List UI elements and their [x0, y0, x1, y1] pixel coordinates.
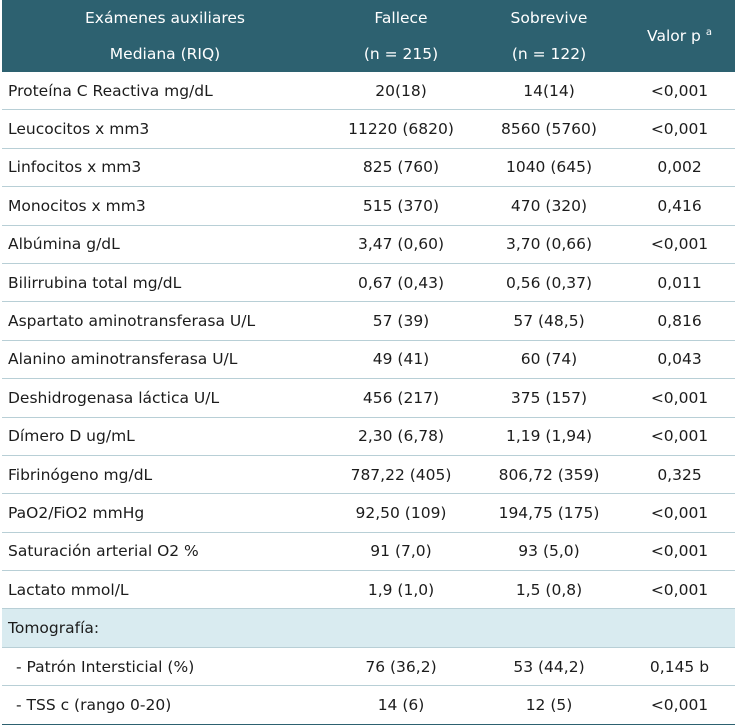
fallece-value: 11220 (6820): [328, 109, 474, 149]
table-row: Dímero D ug/mL 2,30 (6,78) 1,19 (1,94) <0,0…: [2, 417, 735, 456]
fallece-value: 3,47 (0,60): [328, 225, 474, 264]
row-label: Lactato mmol/L: [2, 570, 328, 610]
sobrevive-value: 93 (5,0): [474, 532, 624, 572]
sobrevive-value: 1,19 (1,94): [474, 417, 624, 456]
fallece-value: 2,30 (6,78): [328, 417, 474, 456]
sobrevive-value: 3,70 (0,66): [474, 225, 624, 264]
row-label: Deshidrogenasa láctica U/L: [2, 378, 328, 418]
table-header: Exámenes auxiliares Fallece Sobrevive Va…: [2, 0, 735, 72]
sobrevive-value: 12 (5): [474, 685, 624, 725]
sobrevive-value: 194,75 (175): [474, 493, 624, 533]
sobrevive-value: 60 (74): [474, 340, 624, 380]
table-row: Saturación arterial O2 % 91 (7,0) 93 (5,0)…: [2, 532, 735, 572]
header-valor-p-label: Valor p: [647, 27, 701, 45]
section-empty: [474, 608, 624, 648]
row-label: Dímero D ug/mL: [2, 417, 328, 456]
p-value: <0,001: [624, 72, 735, 111]
sobrevive-value: 806,72 (359): [474, 455, 624, 495]
sobrevive-value: 1040 (645): [474, 148, 624, 188]
table-row: Proteína C Reactiva mg/dL 20(18) 14(14) <0,…: [2, 72, 735, 111]
p-value: 0,043: [624, 340, 735, 380]
sobrevive-value: 14(14): [474, 72, 624, 111]
p-value: <0,001: [624, 570, 735, 610]
table-row: Lactato mmol/L 1,9 (1,0) 1,5 (0,8) <0,001: [2, 570, 735, 610]
fallece-value: 91 (7,0): [328, 532, 474, 572]
row-label: - TSS c (rango 0-20): [2, 685, 328, 725]
p-value: <0,001: [624, 493, 735, 533]
row-label: PaO2/FiO2 mmHg: [2, 493, 328, 533]
row-label: Bilirrubina total mg/dL: [2, 263, 328, 303]
header-fallece-n: (n = 215): [328, 36, 474, 72]
table-row: Bilirrubina total mg/dL 0,67 (0,43) 0,56 (…: [2, 263, 735, 303]
row-label: Leucocitos x mm3: [2, 109, 328, 149]
table-body: Proteína C Reactiva mg/dL 20(18) 14(14) <0,…: [2, 72, 735, 725]
sobrevive-value: 8560 (5760): [474, 109, 624, 149]
table-row: - TSS c (rango 0-20) 14 (6) 12 (5) <0,001: [2, 685, 735, 725]
p-value: <0,001: [624, 685, 735, 725]
table-row: Deshidrogenasa láctica U/L 456 (217) 375 (…: [2, 378, 735, 418]
sobrevive-value: 1,5 (0,8): [474, 570, 624, 610]
p-value: 0,145 b: [624, 647, 735, 687]
p-value: 0,011: [624, 263, 735, 303]
header-valor-p-sup: a: [705, 26, 712, 38]
section-empty: [624, 608, 735, 648]
table-row: Linfocitos x mm3 825 (760) 1040 (645) 0,002: [2, 148, 735, 188]
table-row: - Patrón Intersticial (%) 76 (36,2) 53 (44…: [2, 647, 735, 687]
fallece-value: 92,50 (109): [328, 493, 474, 533]
fallece-value: 14 (6): [328, 685, 474, 725]
p-value: 0,002: [624, 148, 735, 188]
table-row: Alanino aminotransferasa U/L 49 (41) 60 (7…: [2, 340, 735, 380]
p-value: <0,001: [624, 109, 735, 149]
row-label: Aspartato aminotransferasa U/L: [2, 301, 328, 341]
sobrevive-value: 0,56 (0,37): [474, 263, 624, 303]
sobrevive-value: 375 (157): [474, 378, 624, 418]
header-sobrevive: Sobrevive: [474, 0, 624, 36]
table-row: Aspartato aminotransferasa U/L 57 (39) 57 …: [2, 301, 735, 341]
section-label: Tomografía:: [2, 608, 328, 648]
row-label: Saturación arterial O2 %: [2, 532, 328, 572]
row-label: - Patrón Intersticial (%): [2, 647, 328, 687]
fallece-value: 76 (36,2): [328, 647, 474, 687]
sobrevive-value: 53 (44,2): [474, 647, 624, 687]
section-empty: [328, 608, 474, 648]
table-row: PaO2/FiO2 mmHg 92,50 (109) 194,75 (175) <0,…: [2, 493, 735, 533]
p-value: 0,816: [624, 301, 735, 341]
p-value: <0,001: [624, 532, 735, 572]
fallece-value: 515 (370): [328, 186, 474, 226]
header-examenes: Exámenes auxiliares: [2, 0, 328, 36]
fallece-value: 456 (217): [328, 378, 474, 418]
p-value: <0,001: [624, 417, 735, 456]
p-value: <0,001: [624, 378, 735, 418]
row-label: Monocitos x mm3: [2, 186, 328, 226]
sobrevive-value: 57 (48,5): [474, 301, 624, 341]
table-row: Albúmina g/dL 3,47 (0,60) 3,70 (0,66) <0,00…: [2, 225, 735, 264]
fallece-value: 20(18): [328, 72, 474, 111]
section-row-tomografia: Tomografía:: [2, 608, 735, 648]
header-sobrevive-n: (n = 122): [474, 36, 624, 72]
fallece-value: 57 (39): [328, 301, 474, 341]
p-value: 0,416: [624, 186, 735, 226]
fallece-value: 787,22 (405): [328, 455, 474, 495]
row-label: Alanino aminotransferasa U/L: [2, 340, 328, 380]
fallece-value: 0,67 (0,43): [328, 263, 474, 303]
header-valor-p: Valor p a: [624, 0, 735, 72]
header-fallece: Fallece: [328, 0, 474, 36]
row-label: Albúmina g/dL: [2, 225, 328, 264]
p-value: 0,325: [624, 455, 735, 495]
table-row: Fibrinógeno mg/dL 787,22 (405) 806,72 (359…: [2, 455, 735, 495]
fallece-value: 825 (760): [328, 148, 474, 188]
header-mediana: Mediana (RIQ): [2, 36, 328, 72]
table-row: Leucocitos x mm3 11220 (6820) 8560 (5760) <…: [2, 109, 735, 149]
row-label: Linfocitos x mm3: [2, 148, 328, 188]
row-label: Proteína C Reactiva mg/dL: [2, 72, 328, 111]
p-value: <0,001: [624, 225, 735, 264]
fallece-value: 1,9 (1,0): [328, 570, 474, 610]
row-label: Fibrinógeno mg/dL: [2, 455, 328, 495]
sobrevive-value: 470 (320): [474, 186, 624, 226]
fallece-value: 49 (41): [328, 340, 474, 380]
table-row: Monocitos x mm3 515 (370) 470 (320) 0,416: [2, 186, 735, 226]
